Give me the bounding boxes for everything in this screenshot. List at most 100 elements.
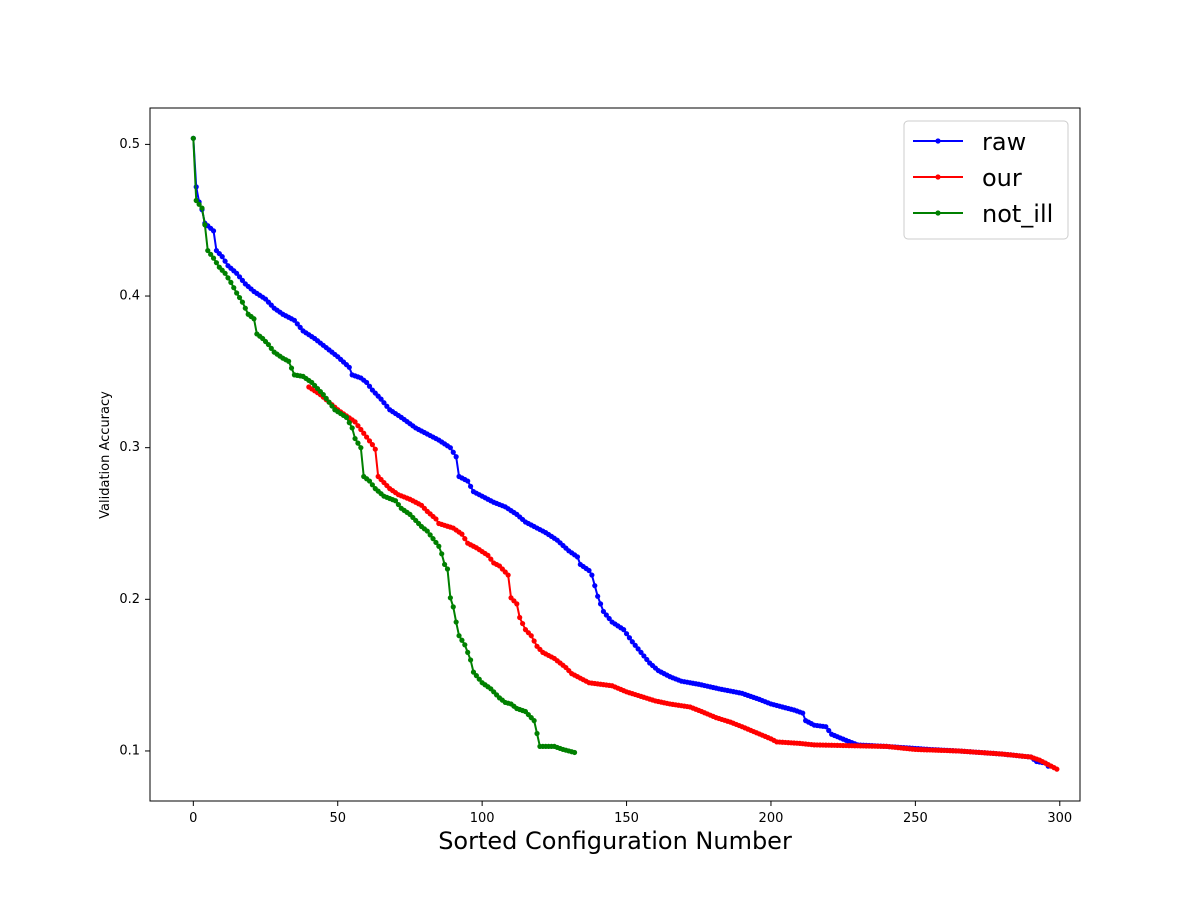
data-point-not-ill bbox=[349, 425, 355, 431]
x-axis: 0 50 100 150 200 250 300 bbox=[189, 801, 1072, 826]
data-point-not-ill bbox=[459, 637, 465, 643]
y-tick-0: 0.1 bbox=[119, 743, 150, 758]
data-point-our bbox=[358, 426, 364, 433]
x-tick-6: 300 bbox=[1047, 801, 1072, 826]
data-point-our bbox=[528, 633, 534, 639]
y-tick-label: 0.4 bbox=[119, 289, 140, 304]
data-point-our bbox=[364, 434, 370, 440]
data-point-not-ill bbox=[447, 595, 453, 601]
x-tick-5: 250 bbox=[903, 801, 928, 826]
data-point-not-ill bbox=[531, 718, 537, 724]
data-point-not-ill bbox=[231, 285, 237, 291]
x-tick-1: 50 bbox=[329, 801, 346, 826]
x-tick-4: 200 bbox=[759, 801, 783, 826]
data-point-not-ill bbox=[352, 435, 358, 442]
data-point-not-ill bbox=[392, 498, 399, 504]
legend-entry-not-ill: not_ill bbox=[913, 200, 1053, 228]
legend-label-raw: raw bbox=[982, 128, 1026, 156]
data-point-not-ill bbox=[571, 749, 578, 756]
y-tick-label: 0.5 bbox=[119, 137, 140, 152]
data-point-raw bbox=[800, 710, 806, 716]
data-point-raw bbox=[823, 724, 829, 730]
data-point-not-ill bbox=[320, 392, 326, 398]
legend-label-not-ill: not_ill bbox=[982, 200, 1053, 228]
data-point-not-ill bbox=[208, 251, 214, 257]
data-point-not-ill bbox=[190, 135, 196, 141]
data-point-not-ill bbox=[456, 633, 462, 639]
data-point-our bbox=[531, 638, 537, 644]
data-point-not-ill bbox=[430, 536, 436, 542]
data-point-raw bbox=[595, 593, 601, 599]
data-point-raw bbox=[453, 454, 459, 460]
data-point-our bbox=[369, 442, 375, 448]
data-point-not-ill bbox=[395, 501, 401, 508]
data-point-not-ill bbox=[467, 657, 474, 663]
data-point-raw bbox=[586, 567, 592, 574]
data-point-raw bbox=[384, 403, 390, 409]
data-point-not-ill bbox=[225, 275, 231, 281]
data-point-our bbox=[519, 620, 526, 627]
data-point-raw bbox=[381, 400, 387, 406]
legend-entry-raw: raw bbox=[913, 128, 1026, 156]
data-point-raw bbox=[467, 483, 474, 489]
y-tick-label: 0.1 bbox=[119, 743, 140, 758]
data-point-raw bbox=[641, 653, 647, 659]
data-point-our bbox=[485, 552, 491, 558]
data-point-raw bbox=[621, 627, 627, 633]
plot-frame bbox=[149, 107, 1081, 802]
data-point-not-ill bbox=[424, 528, 430, 534]
data-point-raw bbox=[644, 656, 650, 663]
series-our bbox=[306, 384, 1060, 772]
data-point-not-ill bbox=[234, 290, 240, 296]
x-tick-label: 250 bbox=[903, 811, 928, 826]
data-point-not-ill bbox=[326, 399, 332, 405]
data-point-raw bbox=[210, 228, 217, 234]
data-point-not-ill bbox=[366, 478, 373, 484]
data-point-raw bbox=[366, 383, 373, 389]
x-tick-2: 100 bbox=[470, 801, 495, 826]
data-point-not-ill bbox=[462, 642, 468, 648]
data-point-not-ill bbox=[439, 551, 445, 557]
y-tick-1: 0.2 bbox=[119, 592, 150, 607]
data-point-raw bbox=[447, 445, 453, 451]
data-point-not-ill bbox=[355, 440, 361, 446]
data-point-not-ill bbox=[433, 539, 439, 546]
y-tick-3: 0.4 bbox=[119, 289, 150, 304]
data-point-not-ill bbox=[202, 222, 208, 228]
data-point-raw bbox=[219, 254, 225, 260]
data-point-raw bbox=[623, 631, 630, 637]
data-point-not-ill bbox=[329, 403, 335, 409]
y-axis: 0.1 0.2 0.3 0.4 0.5 bbox=[119, 137, 150, 758]
data-point-not-ill bbox=[465, 649, 471, 655]
data-point-our bbox=[488, 556, 494, 562]
data-point-not-ill bbox=[444, 566, 451, 572]
data-point-raw bbox=[632, 642, 638, 648]
legend-box bbox=[903, 120, 1069, 240]
data-point-not-ill bbox=[213, 260, 220, 266]
legend-label-our: our bbox=[982, 164, 1022, 192]
data-point-raw bbox=[603, 612, 609, 618]
legend-marker-raw bbox=[935, 138, 941, 144]
data-point-raw bbox=[592, 583, 598, 589]
data-point-not-ill bbox=[193, 197, 199, 204]
data-point-our bbox=[355, 423, 361, 429]
y-tick-label: 0.2 bbox=[119, 592, 140, 607]
y-tick-label: 0.3 bbox=[119, 440, 140, 455]
data-point-raw bbox=[606, 615, 612, 622]
data-point-not-ill bbox=[343, 414, 349, 420]
data-point-raw bbox=[234, 270, 240, 276]
legend-marker-our bbox=[935, 174, 941, 180]
x-tick-label: 50 bbox=[329, 811, 346, 826]
x-tick-3: 150 bbox=[614, 801, 639, 826]
data-point-not-ill bbox=[288, 365, 295, 371]
series-not-ill bbox=[190, 135, 578, 756]
data-point-not-ill bbox=[534, 730, 540, 737]
data-point-not-ill bbox=[346, 420, 352, 426]
y-tick-2: 0.3 bbox=[119, 440, 150, 455]
data-point-raw bbox=[574, 554, 581, 560]
data-point-not-ill bbox=[199, 205, 205, 211]
data-point-raw bbox=[297, 324, 303, 330]
x-tick-label: 150 bbox=[614, 811, 639, 826]
data-point-raw bbox=[626, 635, 633, 641]
